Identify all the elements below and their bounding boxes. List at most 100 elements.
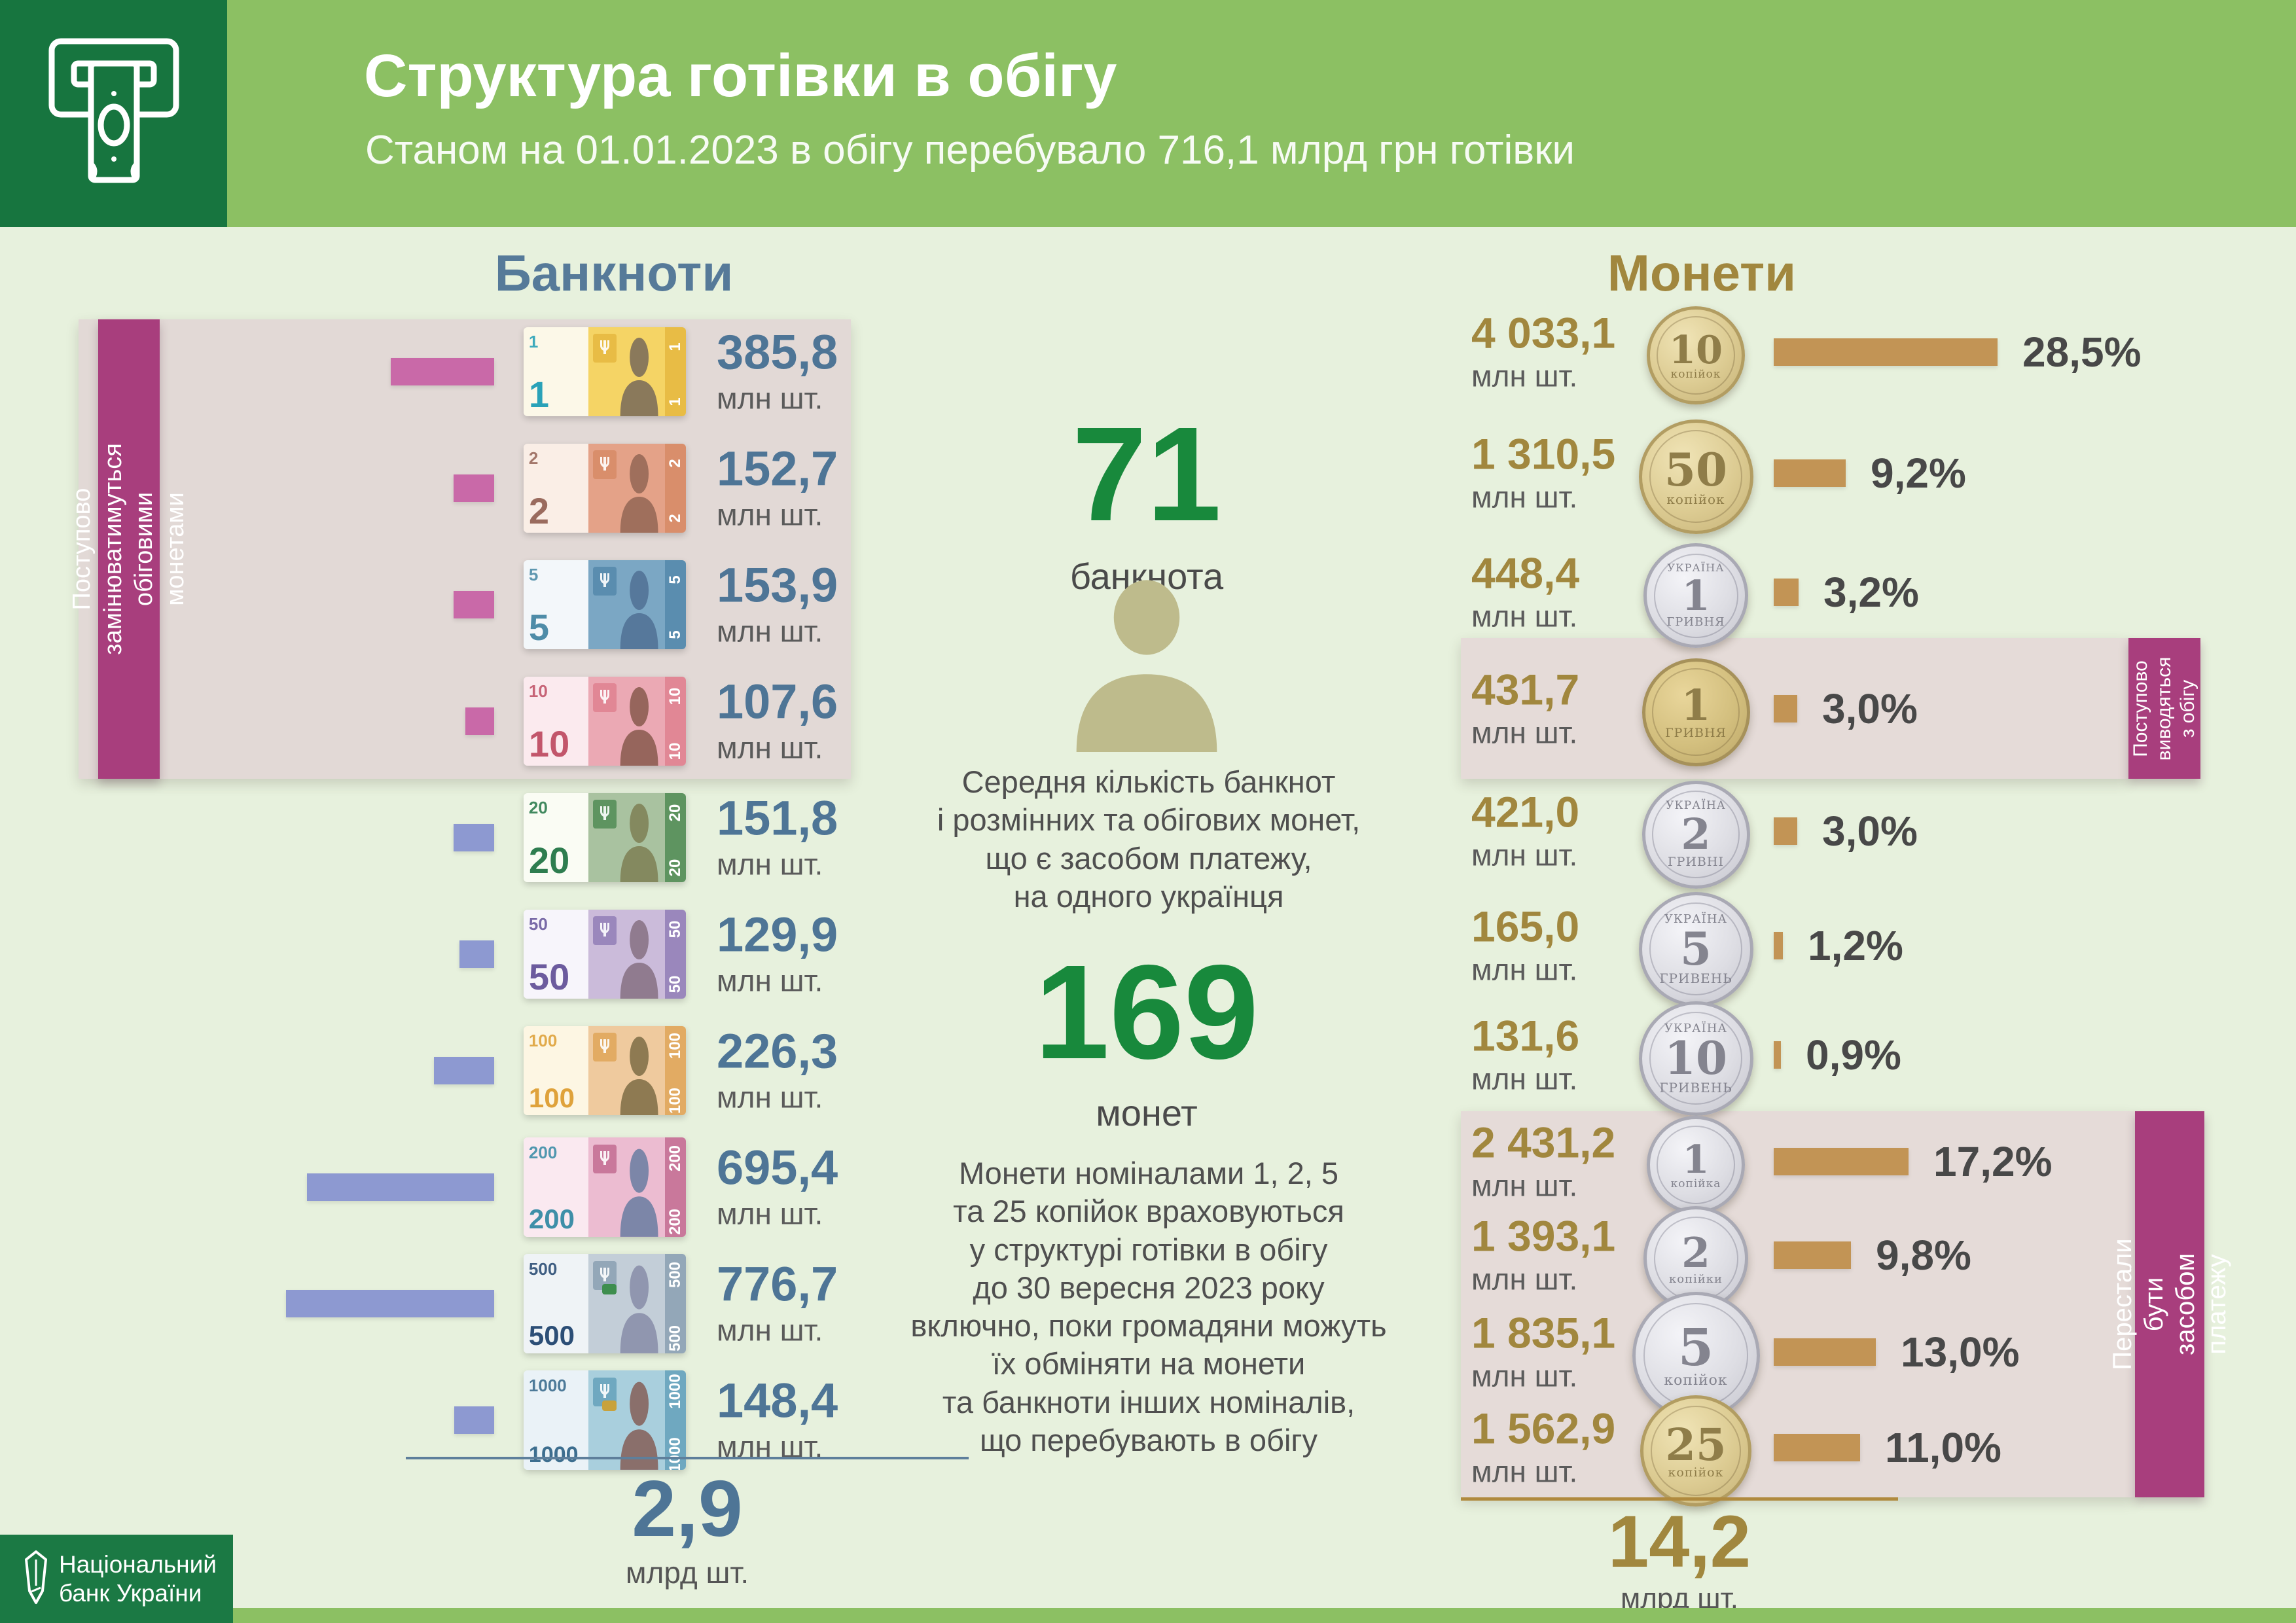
coins-no-tender-tag-label: Перестали бути засобом платежу — [2108, 1238, 2231, 1370]
banknote-number-big: 50 — [528, 955, 570, 997]
banknote-count-value: 776,7 — [717, 1257, 838, 1311]
banknote-number-small: 500 — [528, 1258, 558, 1279]
stat-banknotes-per-person: 71 — [1071, 399, 1222, 549]
coin-count-unit: млн шт. — [1471, 1168, 1578, 1203]
banknote-count-unit: млн шт. — [717, 1080, 823, 1115]
coins-note: Монети номіналами 1, 2, 5 та 25 копійок … — [910, 1156, 1387, 1457]
banknote-count: 226,3 млн шт. — [717, 1027, 838, 1115]
coin-count-unit: млн шт. — [1471, 1454, 1578, 1489]
coin-caption: ГРИВНЯ — [1666, 615, 1725, 629]
banknote-portrait-field — [588, 793, 665, 882]
banknote-silhouette — [620, 803, 658, 882]
banknote-number-big: 2 — [528, 490, 550, 531]
coin-caption: копійок — [1664, 1372, 1728, 1389]
banknote-band-number: 50 — [666, 920, 684, 938]
coin-country-label: УКРАЇНА — [1666, 799, 1726, 813]
banknote-number-big: 10 — [528, 722, 570, 764]
coin-denomination: 1 — [1681, 681, 1711, 730]
banknote-count: 695,4 млн шт. — [717, 1143, 838, 1231]
banknote-bar — [454, 474, 494, 502]
banknotes-title: Банкноти — [494, 244, 734, 302]
coin-denomination: 10 — [1668, 327, 1723, 372]
banknote-number-small: 5 — [528, 564, 539, 584]
coin-caption: ГРИВНЯ — [1665, 726, 1727, 740]
banknote-number-big: 5 — [528, 606, 550, 648]
coin-image-5-hrn: УКРАЇНА 5 ГРИВЕНЬ — [1638, 891, 1753, 1007]
banknotes-replaced-tag-label: Поступово замінюватимуться обіговими мон… — [68, 443, 189, 655]
banknote-number-big: 500 — [528, 1319, 575, 1351]
banknote-count-unit: млн шт. — [717, 381, 823, 416]
banknote-band-number: 500 — [666, 1262, 684, 1289]
banknote-image: 10 10 10 10 — [524, 677, 686, 766]
trident-emblem-icon — [593, 450, 617, 479]
banknote-side-band: 500 500 — [664, 1254, 686, 1353]
banknote-silhouette — [620, 1036, 658, 1115]
coin-image-50-kop: 50 копійок — [1638, 419, 1753, 534]
banknotes-total-divider — [406, 1457, 969, 1459]
banknote-count: 385,8 млн шт. — [717, 328, 838, 416]
header-logo-square — [0, 0, 227, 227]
trident-emblem-icon — [593, 683, 617, 712]
banknote-number-big: 200 — [528, 1203, 575, 1234]
coin-caption: копійок — [1670, 368, 1721, 381]
coin-face: 5 копійок — [1664, 1323, 1727, 1388]
banknote-number-small: 50 — [528, 914, 548, 934]
banknote-band-number: 5 — [666, 575, 684, 584]
coin-count-unit: млн шт. — [1471, 359, 1578, 393]
nbu-logo-icon — [22, 1550, 50, 1608]
banknote-left-field: 10 10 — [524, 677, 589, 766]
banknotes-replaced-tag: Поступово замінюватимуться обіговими мон… — [68, 319, 189, 779]
banknote-number-small: 1 — [528, 331, 539, 351]
banknote-bar — [307, 1173, 494, 1201]
footer-strip — [0, 1608, 2296, 1623]
coin-count: 421,0 млн шт. — [1471, 791, 1579, 872]
banknote-silhouette — [620, 687, 658, 766]
banknote-band-number: 20 — [666, 859, 684, 877]
banknote-image: 1000 1000 1000 1000 — [524, 1370, 686, 1470]
banknote-side-band: 20 20 — [664, 793, 686, 882]
coin-caption: копійок — [1668, 1465, 1724, 1480]
banknote-band-number: 10 — [666, 687, 684, 705]
coin-count: 4 033,1 млн шт. — [1471, 312, 1615, 393]
coin-pct: 1,2% — [1808, 922, 1903, 969]
coin-denomination: 2 — [1681, 1228, 1710, 1277]
coin-face: 10 копійок — [1669, 330, 1723, 380]
coin-pct: 9,2% — [1871, 450, 1966, 497]
coins-total-divider — [1461, 1497, 1898, 1501]
banknote-count: 107,6 млн шт. — [717, 674, 838, 765]
coin-image-2-hrn: УКРАЇНА 2 ГРИВНІ — [1641, 780, 1750, 889]
banknote-count-value: 226,3 — [717, 1024, 838, 1079]
footer-org-name: Національний банк України — [59, 1550, 217, 1607]
coin-count: 431,7 млн шт. — [1471, 668, 1579, 750]
trident-emblem-icon — [593, 333, 617, 363]
coin-count-unit: млн шт. — [1471, 952, 1578, 987]
banknote-image: 200 200 200 200 — [524, 1137, 686, 1237]
banknotes-total: 2,9 млрд шт. — [626, 1469, 749, 1590]
banknote-number-small: 20 — [528, 797, 548, 817]
coin-count-unit: млн шт. — [1471, 480, 1578, 514]
coin-count: 1 310,5 млн шт. — [1471, 433, 1615, 514]
banknote-count: 153,9 млн шт. — [717, 561, 838, 649]
banknote-band-number: 200 — [666, 1208, 684, 1235]
coin-bar — [1774, 817, 1797, 845]
banknote-left-field: 500 500 — [524, 1254, 589, 1353]
banknote-number-small: 1000 — [528, 1375, 567, 1395]
coin-face: УКРАЇНА 2 ГРИВНІ — [1666, 800, 1726, 868]
banknote-count-value: 152,7 — [717, 441, 838, 496]
banknote-portrait-field — [588, 327, 665, 416]
banknote-number-big: 100 — [528, 1082, 575, 1113]
coin-face: УКРАЇНА 10 ГРИВЕНЬ — [1659, 1022, 1732, 1094]
coin-count-value: 1 562,9 — [1471, 1404, 1616, 1453]
banknote-portrait-field — [588, 1370, 665, 1470]
coin-bar — [1774, 459, 1846, 487]
banknote-count-value: 107,6 — [717, 674, 838, 729]
banknote-side-band: 100 100 — [664, 1026, 686, 1115]
coin-country-label: УКРАЇНА — [1664, 912, 1728, 926]
coins-no-tender-band — [1461, 1111, 2135, 1497]
coin-image-1-hrn: УКРАЇНА 1 ГРИВНЯ — [1643, 543, 1748, 648]
coin-bar — [1774, 1041, 1781, 1069]
page-title: Структура готівки в обігу — [364, 43, 1117, 109]
coin-denomination: 5 — [1677, 1318, 1714, 1378]
